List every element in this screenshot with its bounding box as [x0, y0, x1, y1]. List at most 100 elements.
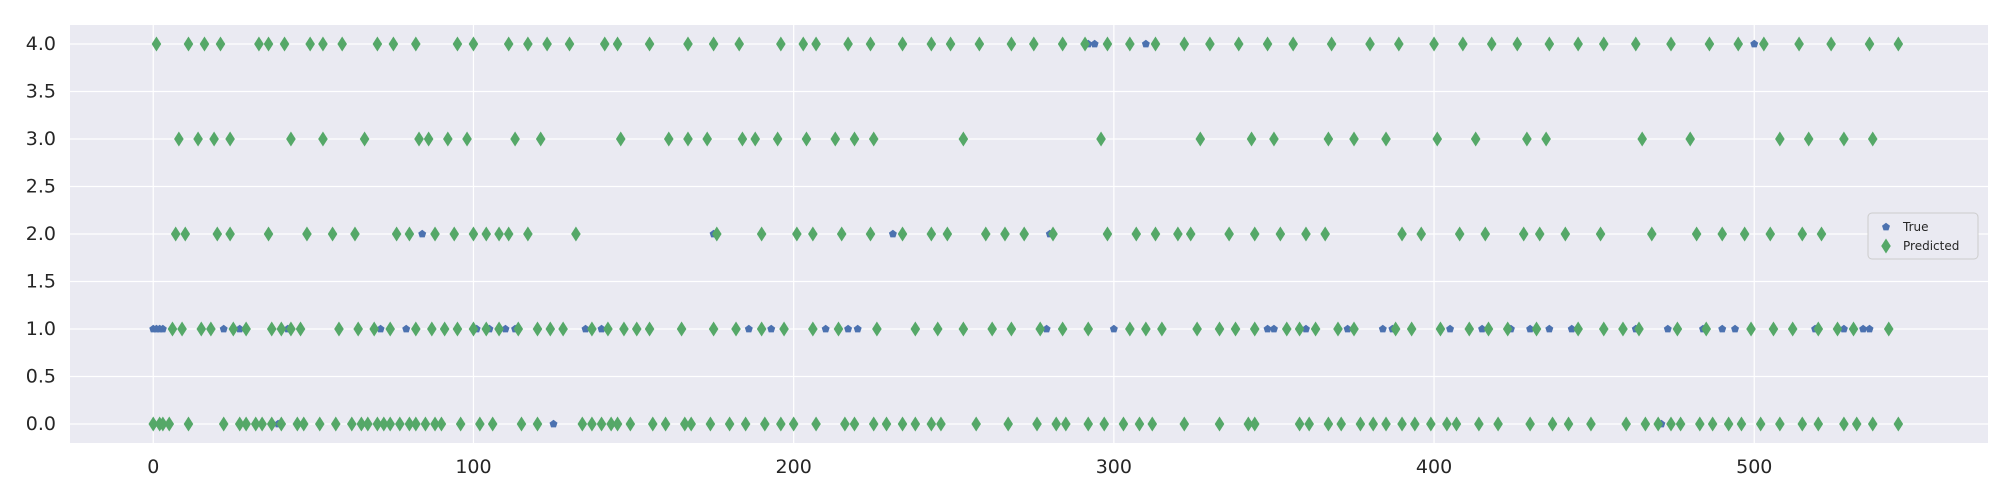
predicted-point: [705, 416, 716, 432]
predicted-point: [1733, 36, 1744, 52]
predicted-point: [1839, 131, 1849, 147]
predicted-point: [1493, 416, 1503, 432]
true-point: [158, 324, 167, 333]
predicted-point: [1775, 131, 1785, 147]
predicted-point: [234, 416, 245, 432]
predicted-point: [958, 131, 969, 147]
predicted-point: [1214, 416, 1225, 432]
predicted-point: [1336, 416, 1346, 432]
predicted-point: [811, 36, 821, 52]
predicted-point: [1118, 416, 1129, 432]
predicted-point: [254, 36, 264, 52]
predicted-point: [615, 131, 626, 147]
predicted-point: [1848, 321, 1859, 337]
predicted-point: [158, 416, 168, 432]
predicted-point: [170, 226, 181, 242]
predicted-point: [206, 321, 216, 337]
predicted-point: [792, 226, 802, 242]
predicted-point: [756, 226, 767, 242]
predicted-point: [1618, 321, 1628, 337]
predicted-point: [647, 416, 658, 432]
predicted-point: [314, 416, 325, 432]
predicted-point: [708, 321, 719, 337]
predicted-point: [1685, 131, 1696, 147]
predicted-point: [286, 131, 296, 147]
predicted-point: [302, 226, 312, 242]
predicted-point: [1480, 226, 1491, 242]
true-point: [1042, 324, 1051, 333]
predicted-point: [980, 226, 991, 242]
true-point: [1750, 39, 1759, 48]
predicted-point: [1864, 36, 1875, 52]
predicted-point: [151, 36, 162, 52]
predicted-point: [1323, 416, 1334, 432]
predicted-point: [971, 416, 981, 432]
true-point: [844, 324, 853, 333]
predicted-point: [1797, 416, 1808, 432]
predicted-point: [1249, 226, 1260, 242]
predicted-point: [1458, 36, 1468, 52]
true-point: [767, 324, 776, 333]
predicted-point: [330, 416, 341, 432]
predicted-point: [167, 321, 178, 337]
predicted-point: [423, 131, 434, 147]
predicted-point: [843, 36, 853, 52]
true-point: [501, 324, 510, 333]
predicted-point: [276, 416, 287, 432]
true-point: [597, 324, 606, 333]
predicted-point: [510, 131, 520, 147]
predicted-point: [327, 226, 338, 242]
legend-true-label: True: [1902, 220, 1929, 234]
predicted-point: [305, 36, 315, 52]
predicted-point: [1381, 416, 1391, 432]
predicted-point: [1787, 321, 1798, 337]
predicted-point: [1839, 416, 1849, 432]
predicted-point: [452, 36, 463, 52]
x-tick-label: 500: [1736, 456, 1772, 478]
legend-predicted-label: Predicted: [1903, 239, 1959, 253]
predicted-point: [1666, 36, 1676, 52]
predicted-point: [1739, 226, 1750, 242]
true-point: [1446, 324, 1455, 333]
predicted-point: [619, 321, 629, 337]
predicted-point: [503, 226, 514, 242]
predicted-point: [266, 416, 277, 432]
true-point: [402, 324, 411, 333]
predicted-point: [724, 416, 735, 432]
true-point: [1263, 324, 1272, 333]
predicted-point: [481, 321, 492, 337]
predicted-point: [1048, 226, 1058, 242]
predicted-point: [1294, 321, 1305, 337]
predicted-point: [411, 416, 421, 432]
predicted-point: [1464, 321, 1475, 337]
predicted-point: [388, 36, 399, 52]
predicted-point: [1775, 416, 1785, 432]
predicted-point: [1525, 416, 1535, 432]
predicted-point: [737, 131, 748, 147]
predicted-point: [926, 416, 937, 432]
predicted-point: [455, 416, 466, 432]
predicted-point: [1867, 131, 1878, 147]
predicted-point: [1131, 226, 1142, 242]
predicted-point: [1035, 321, 1046, 337]
predicted-point: [564, 36, 575, 52]
predicted-point: [1442, 416, 1452, 432]
predicted-point: [756, 321, 767, 337]
predicted-point: [1349, 131, 1359, 147]
true-point: [235, 324, 244, 333]
predicted-point: [1426, 416, 1436, 432]
predicted-point: [452, 321, 463, 337]
predicted-point: [849, 416, 860, 432]
predicted-point: [1320, 226, 1330, 242]
predicted-point: [865, 36, 876, 52]
predicted-point: [599, 36, 610, 52]
predicted-point: [411, 321, 421, 337]
predicted-point: [1368, 416, 1379, 432]
y-tick-label: 1.5: [26, 271, 56, 293]
predicted-point: [1080, 36, 1090, 52]
predicted-point: [1179, 416, 1190, 432]
predicted-point: [734, 36, 745, 52]
predicted-point: [532, 321, 543, 337]
predicted-point: [513, 321, 524, 337]
predicted-point: [1797, 226, 1808, 242]
